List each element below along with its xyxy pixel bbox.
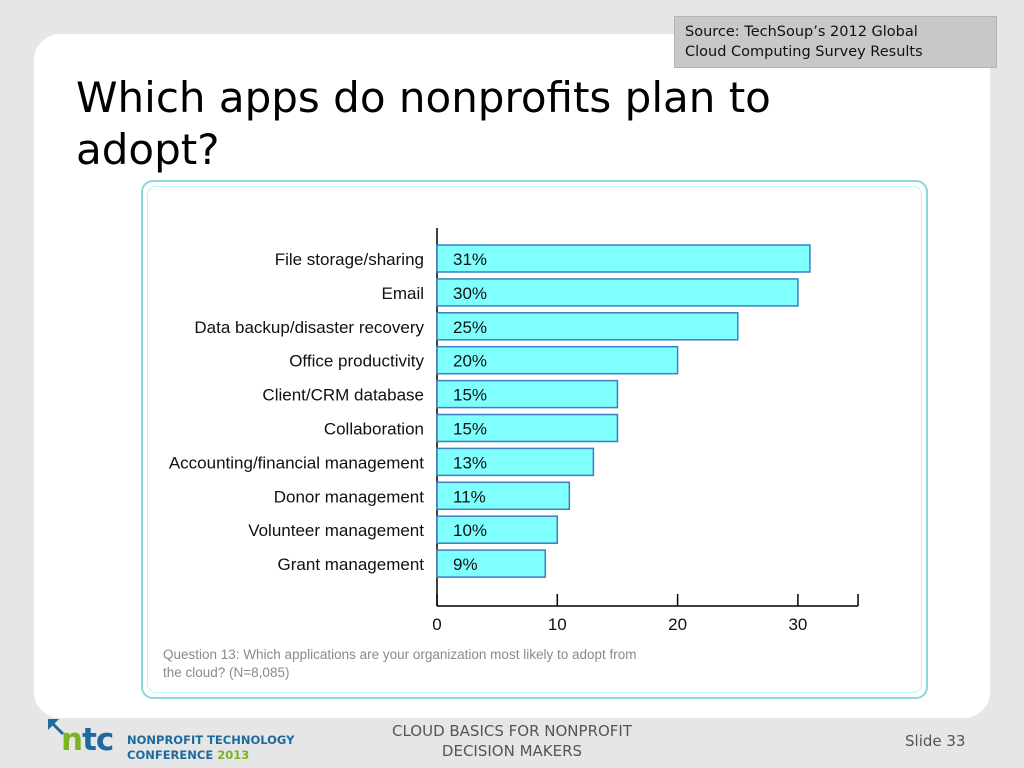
logo-conference: CONFERENCE — [127, 748, 214, 762]
category-label: Grant management — [278, 555, 425, 574]
category-label: Client/CRM database — [262, 386, 424, 405]
category-label: Volunteer management — [248, 521, 424, 540]
bar — [436, 345, 679, 375]
source-line-1: Source: TechSoup’s 2012 Global — [685, 24, 918, 40]
bar-value-label: 11% — [453, 487, 486, 506]
bar-value-label: 15% — [453, 386, 487, 405]
bar-value-label: 20% — [453, 352, 487, 371]
category-label: File storage/sharing — [275, 250, 424, 269]
bar — [436, 447, 595, 477]
bar-value-label: 31% — [453, 250, 487, 269]
x-tick-label: 0 — [432, 615, 441, 634]
bar — [436, 481, 571, 511]
category-label: Collaboration — [324, 420, 424, 439]
source-line-2: Cloud Computing Survey Results — [685, 44, 923, 60]
bar-value-label: 13% — [453, 453, 487, 472]
logo-arrow-icon — [48, 719, 65, 736]
logo-wordmark-n: n — [61, 722, 83, 758]
x-tick-label: 30 — [788, 615, 807, 634]
category-label: Accounting/financial management — [169, 453, 424, 472]
chart-frame-inner-border — [147, 186, 922, 693]
bar-value-label: 30% — [453, 284, 487, 303]
bar — [436, 413, 619, 443]
bar — [436, 549, 547, 578]
bar — [436, 278, 799, 307]
x-tick-label: 10 — [548, 615, 567, 634]
caption-line-2: the cloud? (N=8,085) — [163, 665, 290, 680]
slide-number: Slide 33 — [905, 732, 966, 750]
logo-wordmark-tc: tc — [82, 722, 114, 758]
category-label: Data backup/disaster recovery — [194, 318, 424, 337]
bar — [436, 244, 811, 273]
x-tick-label: 20 — [668, 615, 687, 634]
logo-line-1: NONPROFIT TECHNOLOGY — [127, 733, 295, 747]
bar — [436, 312, 739, 341]
logo-line-2: CONFERENCE 2013 — [127, 748, 249, 762]
bar-value-label: 10% — [453, 521, 487, 540]
ntc-logo: ntc NONPROFIT TECHNOLOGY CONFERENCE 2013 — [45, 716, 294, 766]
bar-value-label: 15% — [453, 420, 487, 439]
category-label: Office productivity — [289, 352, 424, 371]
footer-line-2: DECISION MAKERS — [441, 742, 583, 760]
slide-title: Which apps do nonprofits plan to adopt? — [76, 73, 771, 174]
source-note: Source: TechSoup’s 2012 Global Cloud Com… — [674, 16, 997, 68]
category-label: Email — [381, 284, 424, 303]
bar — [436, 515, 559, 544]
category-label: Donor management — [274, 487, 425, 506]
logo-wordmark: ntc — [61, 722, 114, 758]
bar-value-label: 25% — [453, 318, 487, 337]
chart-caption: Question 13: Which applications are your… — [163, 646, 723, 682]
bar — [436, 379, 619, 409]
bar-value-label: 9% — [453, 555, 478, 574]
caption-line-1: Question 13: Which applications are your… — [163, 647, 637, 662]
logo-year: 2013 — [217, 748, 250, 762]
footer-line-1: CLOUD BASICS FOR NONPROFIT — [391, 722, 633, 740]
footer-presentation-title: CLOUD BASICS FOR NONPROFIT DECISION MAKE… — [352, 721, 672, 761]
